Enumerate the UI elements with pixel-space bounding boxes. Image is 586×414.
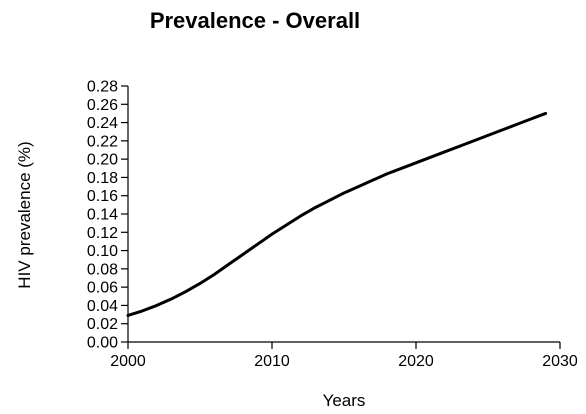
series-line (126, 111, 548, 317)
x-axis-label: Years (323, 391, 366, 410)
x-tick-label: 2020 (398, 353, 434, 370)
y-tick-label: 0.04 (87, 298, 118, 315)
y-tick-label: 0.16 (87, 188, 118, 205)
y-tick-label: 0.28 (87, 79, 118, 96)
y-tick-label: 0.14 (87, 207, 118, 224)
y-tick-label: 0.26 (87, 97, 118, 114)
y-axis-label: HIV prevalence (%) (15, 141, 34, 288)
y-tick-label: 0.22 (87, 133, 118, 150)
y-tick-label: 0.06 (87, 280, 118, 297)
y-tick-label: 0.00 (87, 335, 118, 352)
y-tick-label: 0.02 (87, 316, 118, 333)
x-tick-label: 2030 (542, 353, 578, 370)
chart-title: Prevalence - Overall (150, 8, 360, 33)
y-tick-label: 0.12 (87, 225, 118, 242)
plot-area: 0.00 0.020.040.06 0.080.100.120.14 0.160.18… (87, 79, 578, 371)
y-tick-label: 0.08 (87, 261, 118, 278)
x-tick-label: 2000 (110, 353, 146, 370)
x-tick-label: 2010 (254, 353, 290, 370)
y-tick-label: 0.10 (87, 243, 118, 260)
y-tick-label: 0.18 (87, 170, 118, 187)
y-tick-label: 0.20 (87, 152, 118, 169)
y-tick-label: 0.24 (87, 115, 118, 132)
